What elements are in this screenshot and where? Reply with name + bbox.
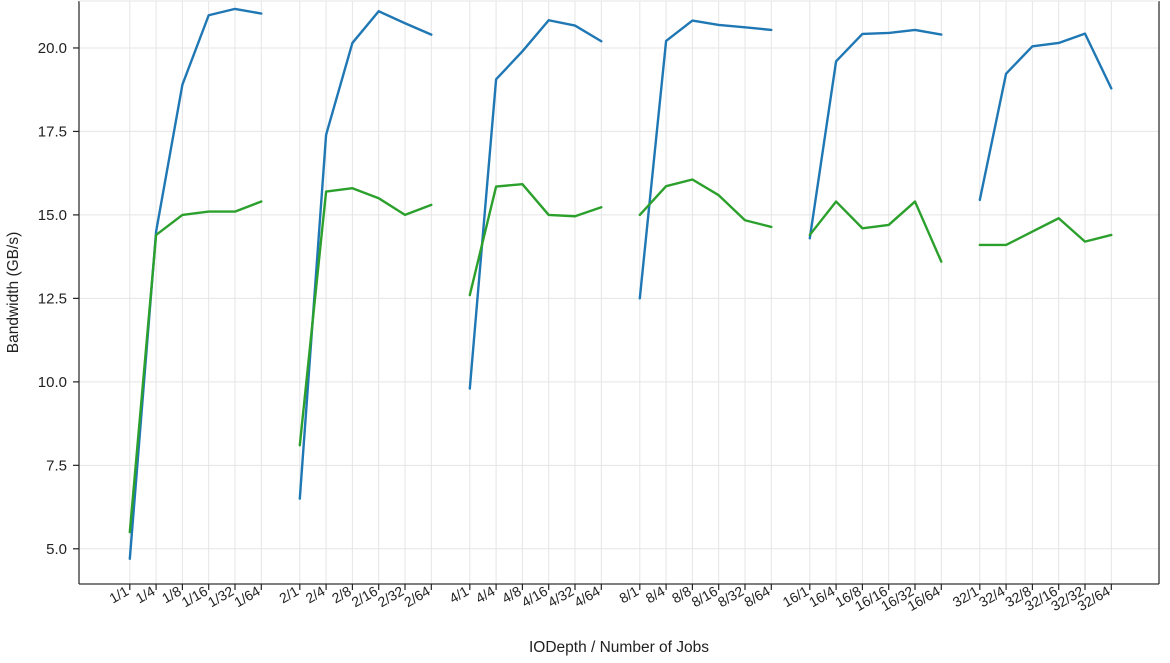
svg-text:7.5: 7.5 <box>46 457 67 474</box>
svg-text:IODepth / Number of Jobs: IODepth / Number of Jobs <box>529 639 709 656</box>
svg-text:17.5: 17.5 <box>38 123 67 140</box>
svg-text:Bandwidth (GB/s): Bandwidth (GB/s) <box>5 232 22 353</box>
svg-text:15.0: 15.0 <box>38 207 67 224</box>
svg-text:20.0: 20.0 <box>38 40 67 57</box>
svg-text:5.0: 5.0 <box>46 541 67 558</box>
svg-text:12.5: 12.5 <box>38 290 67 307</box>
svg-text:10.0: 10.0 <box>38 374 67 391</box>
